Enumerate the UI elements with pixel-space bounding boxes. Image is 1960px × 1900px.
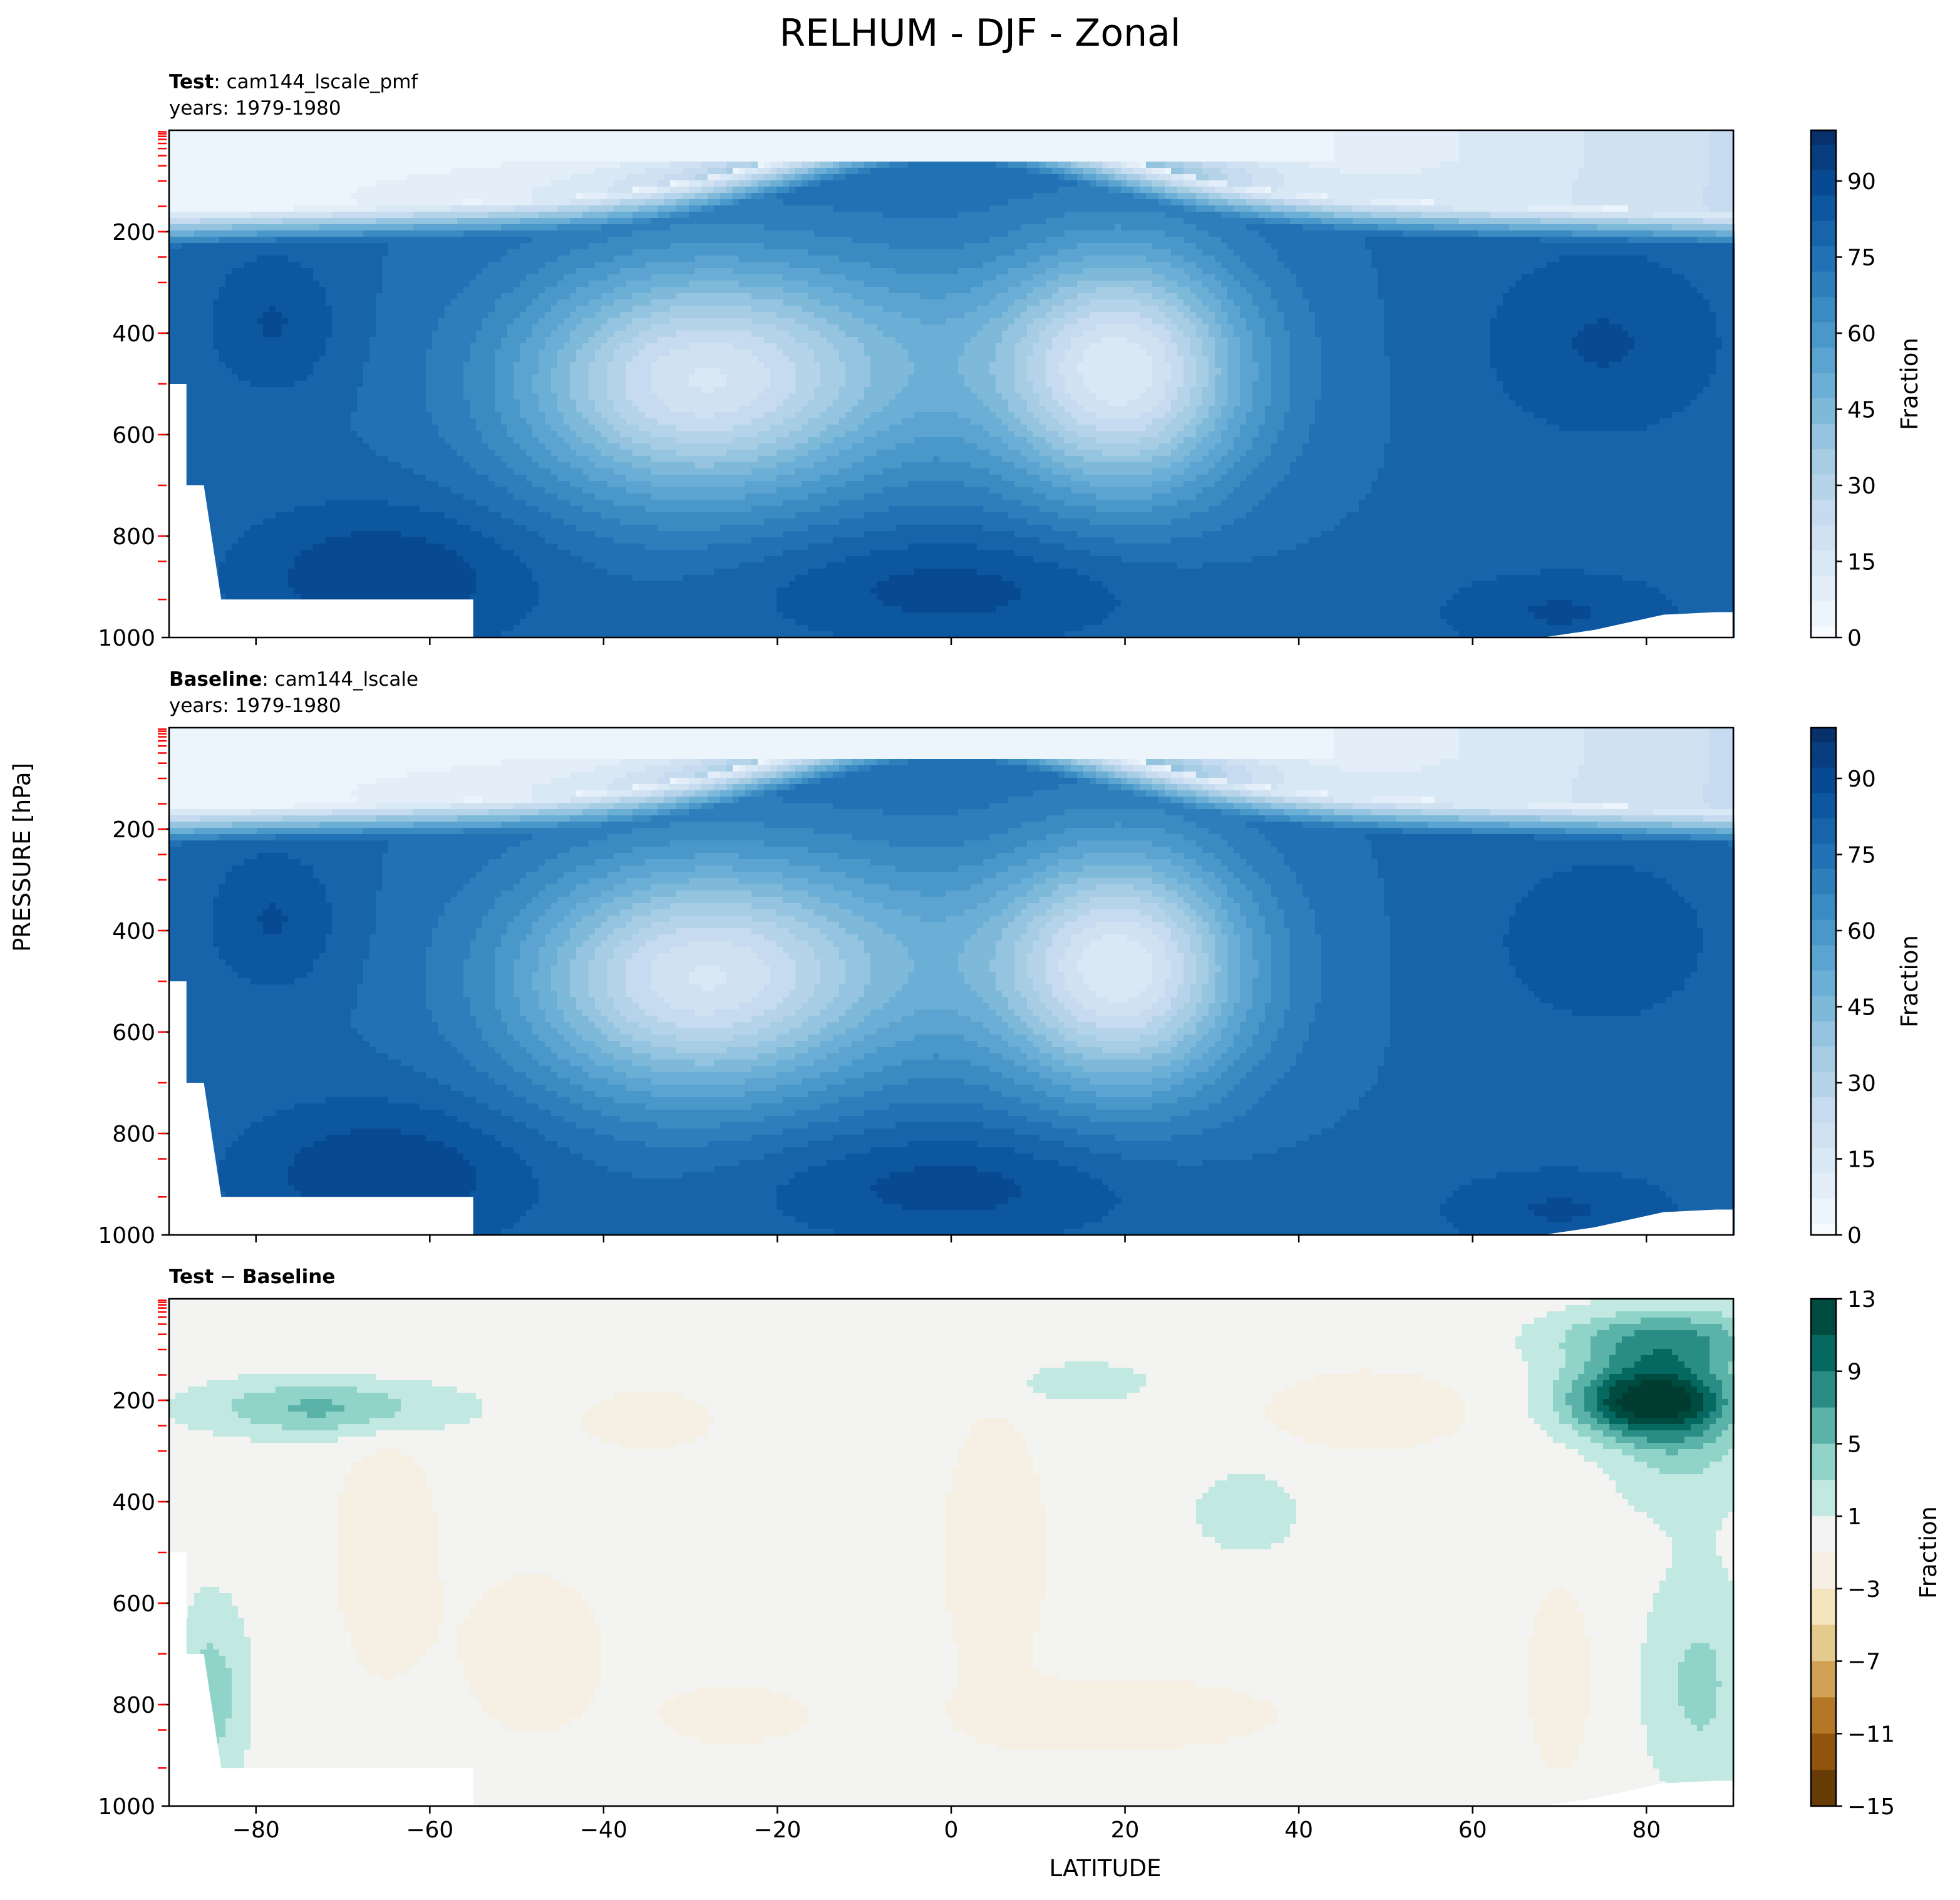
test-y-tick-label: 800 bbox=[112, 524, 155, 550]
y-axis-label: PRESSURE [hPa] bbox=[9, 763, 36, 952]
test-colorbar-tick-label: 45 bbox=[1847, 398, 1876, 423]
test-colorbar-tick-label: 60 bbox=[1847, 321, 1876, 347]
baseline-panel: 200 400 600 800 1000 bbox=[98, 728, 1735, 1249]
difference-minus: − bbox=[214, 1266, 242, 1288]
difference-label-test: Test bbox=[169, 1266, 214, 1288]
baseline-y-tick-label: 200 bbox=[112, 817, 155, 843]
baseline-colorbar-tick-label: 75 bbox=[1847, 843, 1876, 869]
test-colorbar-tick-label: 75 bbox=[1847, 245, 1876, 271]
x-tick-label: −20 bbox=[753, 1817, 801, 1843]
test-label: Test bbox=[169, 71, 214, 93]
difference-y-tick-label: 600 bbox=[112, 1591, 155, 1617]
test-y-tick-label: 1000 bbox=[98, 626, 155, 651]
difference-colorbar-tick-label: 5 bbox=[1847, 1432, 1862, 1457]
x-axis-label: LATITUDE bbox=[0, 1855, 1960, 1882]
baseline-label: Baseline bbox=[169, 668, 262, 691]
difference-y-tick-label: 400 bbox=[112, 1490, 155, 1515]
test-colorbar-tick-label: 0 bbox=[1847, 626, 1862, 651]
difference-colorbar-tick-label: 9 bbox=[1847, 1360, 1862, 1385]
baseline-panel-title: Baseline: cam144_lscale years: 1979-1980 bbox=[169, 666, 418, 719]
test-y-tick-label: 400 bbox=[112, 321, 155, 347]
test-colorbar: 0 15 30 45 60 75 90 Fraction bbox=[1811, 130, 1923, 651]
x-tick-label: −40 bbox=[580, 1817, 627, 1843]
baseline-y-tick-label: 400 bbox=[112, 919, 155, 944]
baseline-colorbar-tick-label: 60 bbox=[1847, 919, 1876, 944]
x-tick-label: 40 bbox=[1284, 1817, 1313, 1843]
x-tick-label: 0 bbox=[944, 1817, 959, 1843]
difference-panel-title: Test − Baseline bbox=[169, 1264, 335, 1290]
difference-colorbar-tick-label: −15 bbox=[1847, 1794, 1895, 1820]
difference-colorbar-tick-label: −3 bbox=[1847, 1577, 1880, 1603]
test-y-tick-label: 200 bbox=[112, 220, 155, 245]
baseline-years: years: 1979-1980 bbox=[169, 694, 341, 717]
difference-y-tick-label: 1000 bbox=[98, 1794, 155, 1820]
baseline-y-tick-label: 1000 bbox=[98, 1223, 155, 1249]
baseline-colorbar-tick-label: 15 bbox=[1847, 1147, 1876, 1173]
baseline-colorbar-tick-label: 30 bbox=[1847, 1071, 1876, 1097]
difference-y-tick-label: 200 bbox=[112, 1388, 155, 1414]
baseline-y-tick-label: 600 bbox=[112, 1020, 155, 1046]
difference-colorbar-label: Fraction bbox=[1915, 1506, 1942, 1599]
x-tick-label: 60 bbox=[1458, 1817, 1487, 1843]
difference-y-tick-label: 800 bbox=[112, 1693, 155, 1718]
test-colorbar-tick-label: 30 bbox=[1847, 473, 1876, 499]
baseline-case-name: : cam144_lscale bbox=[262, 668, 418, 691]
test-colorbar-label: Fraction bbox=[1896, 338, 1923, 430]
baseline-colorbar-label: Fraction bbox=[1896, 935, 1923, 1028]
difference-colorbar-tick-label: 1 bbox=[1847, 1504, 1862, 1530]
difference-panel: −80 −60 −40 −20 0 20 40 60 80 200 400 600 800 1000 bbox=[98, 1299, 1735, 1843]
baseline-colorbar-tick-label: 0 bbox=[1847, 1223, 1862, 1249]
x-tick-label: 80 bbox=[1632, 1817, 1661, 1843]
test-colorbar-tick-label: 90 bbox=[1847, 169, 1876, 195]
difference-colorbar-tick-label: −7 bbox=[1847, 1650, 1880, 1675]
figure-title: RELHUM - DJF - Zonal bbox=[0, 11, 1960, 55]
test-years: years: 1979-1980 bbox=[169, 97, 341, 120]
test-panel-title: Test: cam144_lscale_pmf years: 1979-1980 bbox=[169, 69, 418, 121]
baseline-colorbar-tick-label: 90 bbox=[1847, 767, 1876, 792]
test-panel: 200 400 600 800 1000 bbox=[98, 130, 1735, 651]
x-tick-label: 20 bbox=[1111, 1817, 1140, 1843]
difference-colorbar-tick-label: −11 bbox=[1847, 1722, 1895, 1747]
x-tick-label: −60 bbox=[406, 1817, 453, 1843]
test-colorbar-tick-label: 15 bbox=[1847, 550, 1876, 576]
difference-colorbar-tick-label: 13 bbox=[1847, 1287, 1876, 1313]
baseline-colorbar: 0 15 30 45 60 75 90 Fraction bbox=[1811, 728, 1923, 1249]
baseline-colorbar-tick-label: 45 bbox=[1847, 995, 1876, 1021]
baseline-y-tick-label: 800 bbox=[112, 1122, 155, 1147]
difference-colorbar: 13 9 5 1 −3 −7 −11 −15 Fraction bbox=[1811, 1287, 1942, 1820]
x-tick-label: −80 bbox=[232, 1817, 280, 1843]
test-y-tick-label: 600 bbox=[112, 423, 155, 448]
test-case-name: : cam144_lscale_pmf bbox=[214, 71, 418, 93]
difference-label-baseline: Baseline bbox=[242, 1266, 335, 1288]
